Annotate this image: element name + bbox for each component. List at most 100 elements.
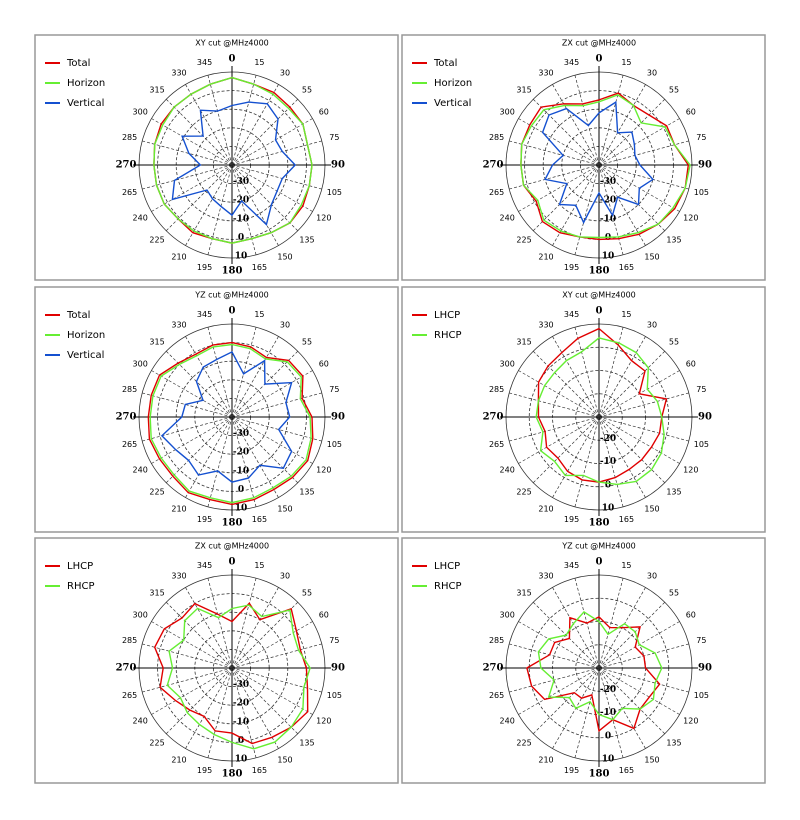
angle-label: 105 (694, 440, 709, 449)
angle-label: 285 (489, 133, 504, 142)
angle-label: 15 (621, 310, 631, 319)
angle-label: 210 (538, 252, 553, 261)
angle-label: 345 (197, 310, 212, 319)
angle-label: 225 (149, 235, 164, 244)
spoke (231, 601, 299, 669)
spoke (207, 416, 233, 507)
spoke (231, 336, 279, 418)
angle-label: 90 (331, 663, 345, 674)
radial-tick-label: -10 (233, 466, 249, 476)
radial-tick-label: 10 (602, 755, 615, 765)
series-line (537, 610, 663, 721)
angle-label: 55 (302, 86, 312, 95)
spoke (231, 164, 257, 255)
angle-label: 135 (299, 487, 314, 496)
radial-tick-label: 10 (235, 504, 248, 514)
spoke (185, 667, 233, 749)
angle-label: 225 (516, 235, 531, 244)
radial-tick-label: -20 (600, 196, 616, 206)
spoke (151, 370, 233, 418)
angle-label: 90 (698, 412, 712, 423)
angle-label: 0 (229, 306, 236, 317)
angle-label: 265 (489, 188, 504, 197)
spoke (151, 667, 233, 715)
angle-label: 60 (319, 611, 329, 620)
series-line (541, 100, 654, 225)
radial-tick-label: 0 (605, 731, 611, 741)
spoke (598, 416, 624, 507)
chart-title: XY cut @MHz4000 (195, 39, 269, 48)
angle-label: 30 (647, 572, 657, 581)
spoke (231, 327, 257, 418)
spoke (231, 392, 322, 418)
spoke (518, 621, 600, 669)
series-line (149, 343, 312, 504)
angle-label: 55 (669, 589, 679, 598)
spoke (231, 164, 299, 232)
angle-label: 180 (222, 266, 243, 277)
spoke (574, 416, 600, 507)
angle-label: 180 (589, 518, 610, 529)
angle-label: 60 (319, 108, 329, 117)
panel-frame (401, 537, 766, 784)
spoke (552, 416, 600, 498)
angle-label: 285 (489, 636, 504, 645)
angle-label: 240 (133, 214, 148, 223)
radial-tick-label: -10 (233, 214, 249, 224)
angle-label: 165 (252, 766, 267, 775)
angle-label: 180 (589, 769, 610, 780)
angle-label: 75 (329, 133, 339, 142)
angle-label: 105 (327, 691, 342, 700)
angle-label: 345 (564, 561, 579, 570)
spoke (185, 587, 233, 669)
angle-label: 120 (316, 466, 331, 475)
angle-label: 345 (564, 310, 579, 319)
spoke (231, 164, 313, 212)
angle-label: 15 (621, 58, 631, 67)
spoke (165, 601, 233, 669)
angle-label: 225 (516, 487, 531, 496)
angle-label: 105 (327, 188, 342, 197)
legend-label: Horizon (434, 78, 472, 89)
angle-label: 0 (596, 54, 603, 65)
spoke (165, 164, 233, 232)
angle-label: 120 (683, 466, 698, 475)
radial-tick-label: 0 (238, 485, 244, 495)
spoke (151, 118, 233, 166)
series-line (147, 341, 314, 506)
spoke (598, 350, 666, 418)
angle-label: 30 (647, 321, 657, 330)
spoke (518, 416, 600, 464)
spoke (574, 327, 600, 418)
angle-label: 90 (331, 160, 345, 171)
spoke (574, 667, 600, 758)
spoke (532, 416, 600, 484)
spoke (574, 75, 600, 166)
angle-label: 345 (197, 561, 212, 570)
angle-label: 315 (149, 338, 164, 347)
radial-tick-label: -30 (600, 177, 616, 187)
series-line (171, 101, 297, 226)
angle-label: 210 (171, 252, 186, 261)
chart-panel: XY cut @MHz4000 -20 -10 0 10 0 15 30 55 60 75 90 105… (401, 286, 766, 533)
angle-label: 150 (644, 504, 659, 513)
spoke (598, 336, 646, 418)
angle-label: 300 (133, 611, 148, 620)
spoke (142, 667, 233, 693)
panel-frame (34, 286, 399, 533)
spoke (598, 667, 666, 735)
angle-label: 300 (500, 360, 515, 369)
spoke (231, 416, 313, 464)
panel-frame (34, 537, 399, 784)
angle-label: 90 (698, 160, 712, 171)
spoke (598, 601, 666, 669)
angle-label: 195 (564, 263, 579, 272)
angle-label: 0 (229, 54, 236, 65)
angle-label: 330 (171, 321, 186, 330)
angle-label: 60 (686, 360, 696, 369)
panel-frame (401, 286, 766, 533)
angle-label: 165 (252, 263, 267, 272)
radial-tick-label: -20 (233, 448, 249, 458)
radial-tick-label: 0 (238, 736, 244, 746)
